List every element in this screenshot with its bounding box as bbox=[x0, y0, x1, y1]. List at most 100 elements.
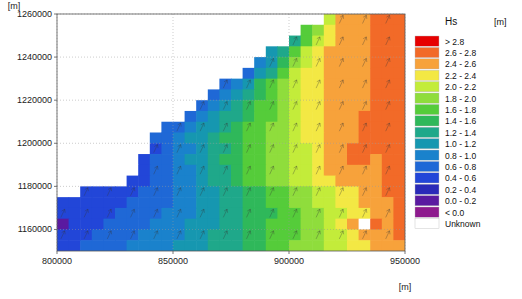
wave-arrow bbox=[293, 37, 297, 45]
cell bbox=[57, 57, 69, 68]
cell bbox=[382, 100, 394, 111]
cell bbox=[150, 176, 162, 187]
cell bbox=[335, 89, 347, 100]
cell bbox=[69, 111, 81, 122]
cell bbox=[312, 68, 324, 79]
cell bbox=[359, 186, 371, 197]
wave-arrow bbox=[316, 123, 320, 131]
cell bbox=[335, 57, 347, 68]
cell bbox=[127, 100, 139, 111]
cell bbox=[92, 100, 104, 111]
wave-arrow bbox=[316, 80, 320, 88]
wave-arrow bbox=[270, 102, 274, 110]
cell bbox=[69, 68, 81, 79]
cell bbox=[266, 176, 278, 187]
tick bbox=[54, 100, 57, 101]
cell bbox=[138, 122, 150, 133]
cell bbox=[347, 46, 359, 57]
cell bbox=[289, 229, 301, 240]
tick-label: 1220000 bbox=[17, 95, 52, 105]
colorbar-swatch bbox=[415, 70, 439, 80]
cell bbox=[92, 57, 104, 68]
cell bbox=[312, 186, 324, 197]
colorbar-swatch bbox=[415, 184, 439, 194]
cell bbox=[289, 176, 301, 187]
cell bbox=[324, 68, 336, 79]
cell bbox=[359, 143, 371, 154]
cell bbox=[115, 240, 127, 251]
cell bbox=[266, 14, 278, 25]
cell bbox=[69, 219, 81, 230]
cell bbox=[359, 46, 371, 57]
wave-arrow bbox=[177, 123, 181, 131]
cell bbox=[243, 219, 255, 230]
cell bbox=[231, 208, 243, 219]
colorbar-label: 2.6 - 2.8 bbox=[445, 48, 476, 58]
wave-arrow bbox=[293, 80, 297, 88]
cell bbox=[393, 143, 405, 154]
cell bbox=[161, 46, 173, 57]
cell bbox=[370, 111, 382, 122]
colorbar-label: 0.8 - 1.0 bbox=[445, 151, 476, 161]
cell bbox=[208, 143, 220, 154]
cell bbox=[266, 68, 278, 79]
cell bbox=[103, 122, 115, 133]
cell bbox=[347, 176, 359, 187]
cell bbox=[231, 100, 243, 111]
wave-arrow bbox=[316, 188, 320, 196]
colorbar-label: < 0.0 bbox=[445, 208, 464, 218]
cell bbox=[231, 111, 243, 122]
cell bbox=[359, 176, 371, 187]
cell bbox=[161, 186, 173, 197]
cell bbox=[196, 219, 208, 230]
cell bbox=[382, 197, 394, 208]
cell bbox=[335, 219, 347, 230]
cell bbox=[57, 111, 69, 122]
cell bbox=[196, 111, 208, 122]
cell bbox=[382, 79, 394, 90]
cell bbox=[173, 219, 185, 230]
cell bbox=[103, 197, 115, 208]
cell bbox=[185, 186, 197, 197]
cell bbox=[115, 143, 127, 154]
cell bbox=[301, 197, 313, 208]
cell bbox=[161, 36, 173, 47]
cell bbox=[243, 46, 255, 57]
wave-arrow bbox=[339, 231, 343, 239]
cell bbox=[312, 100, 324, 111]
cell bbox=[289, 46, 301, 57]
cell bbox=[80, 186, 92, 197]
cell bbox=[312, 143, 324, 154]
wave-arrow bbox=[339, 209, 343, 217]
cell bbox=[243, 122, 255, 133]
cell bbox=[219, 133, 231, 144]
cell bbox=[92, 219, 104, 230]
colorbar-swatch bbox=[415, 104, 439, 114]
wave-arrow bbox=[316, 209, 320, 217]
wave-arrow bbox=[223, 209, 227, 217]
wave-arrow bbox=[339, 37, 343, 45]
cell bbox=[347, 79, 359, 90]
cell bbox=[219, 197, 231, 208]
wave-arrow bbox=[339, 166, 343, 174]
cell bbox=[127, 36, 139, 47]
colorbar-label: 2.2 - 2.4 bbox=[445, 71, 476, 81]
cell bbox=[115, 229, 127, 240]
cell bbox=[103, 89, 115, 100]
cell bbox=[359, 111, 371, 122]
cell bbox=[324, 100, 336, 111]
cell bbox=[196, 208, 208, 219]
cell bbox=[127, 240, 139, 251]
wave-arrow bbox=[339, 15, 343, 23]
cell bbox=[301, 111, 313, 122]
cell bbox=[335, 100, 347, 111]
cell bbox=[382, 229, 394, 240]
cell bbox=[324, 46, 336, 57]
cell bbox=[335, 197, 347, 208]
cell bbox=[231, 165, 243, 176]
cell bbox=[92, 229, 104, 240]
cell bbox=[196, 133, 208, 144]
cell bbox=[185, 57, 197, 68]
cell bbox=[80, 229, 92, 240]
tick-label: 900000 bbox=[274, 256, 304, 266]
